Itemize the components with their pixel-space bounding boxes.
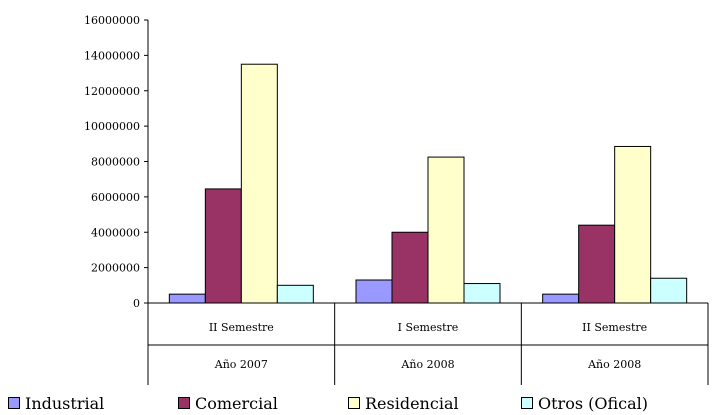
legend-item-otros: Otros (Ofical)	[521, 394, 648, 413]
bar-otros-ofical-1	[463, 283, 501, 304]
legend-swatch-residencial	[348, 397, 360, 409]
y-tick-label: 6000000	[91, 191, 140, 204]
legend-item-comercial: Comercial	[178, 394, 278, 413]
legend-label-industrial: Industrial	[25, 394, 105, 413]
y-tick-label: 8000000	[91, 156, 140, 169]
category-label-semester: II Semestre	[582, 321, 647, 334]
bar-residencial-0	[240, 63, 278, 304]
x-axis: II Semestre Año 2007 I Semestre Año 2008 II …	[147, 302, 709, 385]
bar-chart: 0 2000000 4000000 6000000 8000000 10000000 120…	[84, 14, 709, 385]
category-label-semester: II Semestre	[209, 321, 274, 334]
category-label-year: Año 2007	[214, 358, 268, 371]
legend-label-residencial: Residencial	[365, 394, 459, 413]
bar-comercial-1	[391, 231, 429, 304]
y-tick-label: 2000000	[91, 262, 140, 275]
y-tick-label: 4000000	[91, 226, 140, 239]
y-tick-label: 16000000	[84, 14, 140, 27]
legend-swatch-otros	[521, 397, 533, 409]
bar-industrial-1	[355, 279, 393, 304]
bars	[168, 63, 688, 304]
y-tick-label: 14000000	[84, 49, 140, 62]
bar-comercial-2	[578, 224, 616, 304]
bar-residencial-2	[614, 145, 652, 304]
category-label-year: Año 2008	[400, 358, 454, 371]
legend-swatch-industrial	[8, 397, 20, 409]
legend-label-otros: Otros (Ofical)	[538, 394, 649, 413]
bar-comercial-0	[204, 188, 242, 304]
bar-industrial-2	[542, 293, 580, 304]
bar-industrial-0	[168, 293, 206, 304]
y-tick-label: 12000000	[84, 85, 140, 98]
legend: Industrial Comercial Residencial Otros (…	[8, 394, 708, 414]
legend-swatch-comercial	[178, 397, 190, 409]
bar-otros-ofical-0	[276, 284, 314, 304]
y-axis-ticks: 0 2000000 4000000 6000000 8000000 10000000 120…	[84, 14, 149, 310]
bar-otros-ofical-2	[650, 277, 688, 304]
y-tick-label: 10000000	[84, 120, 140, 133]
category-label-semester: I Semestre	[398, 321, 459, 334]
bar-residencial-1	[427, 156, 465, 304]
legend-item-industrial: Industrial	[8, 394, 104, 413]
legend-item-residencial: Residencial	[348, 394, 459, 413]
y-tick-label: 0	[133, 297, 140, 310]
category-label-year: Año 2008	[587, 358, 641, 371]
legend-label-comercial: Comercial	[195, 394, 278, 413]
